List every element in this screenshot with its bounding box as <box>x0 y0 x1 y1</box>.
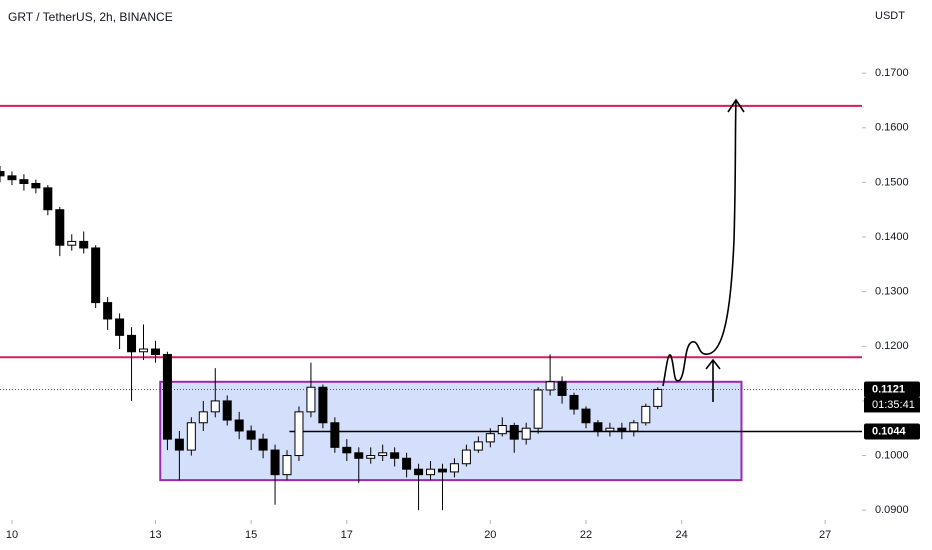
candle-body <box>426 468 436 476</box>
candle-body <box>103 302 113 320</box>
x-tick-label: 15 <box>245 529 257 541</box>
x-tick-label: 10 <box>6 529 18 541</box>
candle-body <box>139 348 149 353</box>
candle-body <box>497 424 507 435</box>
candle-body <box>91 247 101 304</box>
candle-body <box>402 457 412 470</box>
candle-body <box>258 438 268 451</box>
candle-body <box>294 411 304 457</box>
candle-body <box>641 405 651 424</box>
candle-body <box>378 452 388 457</box>
y-tick-label: 0.0900 <box>875 504 909 516</box>
support-label-box <box>864 423 920 440</box>
candle-body <box>581 408 591 424</box>
candle-body <box>43 187 53 211</box>
candle-body <box>557 381 567 396</box>
x-tick-label: 17 <box>341 529 353 541</box>
chart-title: GRT / TetherUS, 2h, BINANCE <box>8 10 173 24</box>
candle-body <box>437 468 447 473</box>
candle-body <box>330 422 340 448</box>
y-tick-label: 0.1200 <box>875 340 909 352</box>
candle-body <box>533 389 543 429</box>
candle-body <box>390 452 400 459</box>
candle-body <box>210 400 220 413</box>
last-price-label: 0.1121 <box>872 383 905 395</box>
candle-body <box>234 419 244 432</box>
candle-body <box>282 455 292 476</box>
breakout-arrow <box>705 358 721 402</box>
candle-body <box>79 240 89 249</box>
candle-body <box>222 400 232 421</box>
y-tick-label: 0.1000 <box>875 449 909 461</box>
candle-body <box>306 386 316 413</box>
projection-curve <box>662 99 737 387</box>
candle-body <box>629 422 639 432</box>
candle-body <box>150 348 160 355</box>
y-tick-label: 0.1600 <box>875 122 909 134</box>
last-price-label-box <box>864 381 920 398</box>
candle-body <box>31 183 41 189</box>
candle-body <box>605 427 615 432</box>
candle-body <box>270 449 280 476</box>
x-tick-label: 13 <box>149 529 161 541</box>
projection-arrowhead <box>727 98 745 113</box>
candle-body <box>318 386 328 424</box>
candle-body <box>354 452 364 459</box>
candle-body <box>246 430 256 440</box>
candle-body <box>342 446 352 454</box>
y-axis-label: USDT <box>875 10 905 22</box>
candle-body <box>593 422 603 432</box>
candle-body <box>67 240 77 246</box>
candle-body <box>521 427 531 440</box>
y-tick-label: 0.1400 <box>875 231 909 243</box>
candle-body <box>19 179 29 185</box>
y-tick-label: 0.1500 <box>875 176 909 188</box>
candle-body <box>509 424 519 440</box>
candle-body <box>162 353 172 440</box>
countdown: 01:35:41 <box>872 399 915 411</box>
candle-body <box>127 334 137 353</box>
countdown-box <box>864 397 920 413</box>
candle-body <box>174 438 184 451</box>
candle-body <box>473 441 483 451</box>
support-label: 0.1044 <box>872 425 907 437</box>
candle-body <box>617 427 627 432</box>
candle-body <box>115 318 125 336</box>
candle-body <box>461 449 471 465</box>
candle-body <box>7 175 17 181</box>
candle-body <box>55 209 65 246</box>
candle-body <box>485 433 495 443</box>
x-tick-label: 24 <box>676 529 688 541</box>
candle-body <box>449 463 459 473</box>
candle-body <box>186 422 196 451</box>
y-tick-label: 0.1300 <box>875 286 909 298</box>
candle-body <box>0 170 5 177</box>
x-tick-label: 22 <box>580 529 592 541</box>
candle-body <box>653 388 663 407</box>
y-tick-label: 0.1700 <box>875 67 909 79</box>
candle-body <box>198 411 208 424</box>
candle-body <box>414 468 424 476</box>
candle-body <box>569 394 579 410</box>
candle-body <box>366 455 376 459</box>
candle-body <box>545 381 555 391</box>
x-tick-label: 20 <box>484 529 496 541</box>
x-tick-label: 27 <box>819 529 831 541</box>
